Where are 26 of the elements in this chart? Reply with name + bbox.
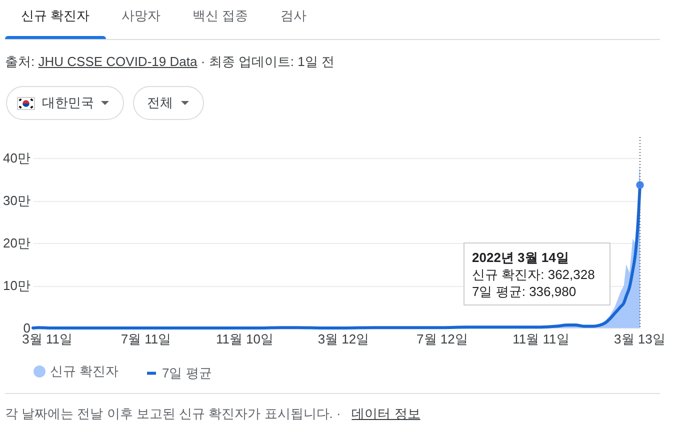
annotation: 7일 평균: 336,980 <box>472 284 576 299</box>
y-tick-label: 10만 <box>3 278 30 294</box>
text: 신규 확진자 <box>20 7 91 25</box>
annotation: 2022년 3월 14일 <box>472 250 569 265</box>
legend-label: 7일 평균 <box>162 365 212 380</box>
text: 사망자 <box>120 7 162 25</box>
annotation: 신규 확진자: 362,328 <box>472 267 595 282</box>
x-tick-label: 11월 10일 <box>216 332 274 346</box>
text: 검사 <box>279 7 308 25</box>
x-tick-label: 3월 12일 <box>318 332 370 346</box>
dropdown: 대한민국 <box>6 86 124 120</box>
y-tick-label: 20만 <box>3 236 30 251</box>
text: 각 날짜에는 전날 이후 보고된 신규 확진자가 표시됩니다. · <box>5 406 341 421</box>
source-note: 출처: <box>5 54 35 69</box>
y-tick-label: 30만 <box>3 193 30 208</box>
x-tick-label: 11월 11일 <box>512 332 570 346</box>
text: JHU CSSE COVID-19 Data <box>38 54 198 69</box>
text: 백신 접종 <box>192 7 250 25</box>
legend-label: 신규 확진자 <box>50 364 119 379</box>
text: · 최종 업데이트: 1일 전 <box>200 54 334 69</box>
text: 데이터 정보 <box>352 406 420 421</box>
x-tick-label: 7월 11일 <box>120 332 172 346</box>
x-tick-label: 7월 12일 <box>416 332 468 346</box>
x-tick-label: 3월 13일 <box>614 332 666 346</box>
dropdown: 전체 <box>133 86 204 120</box>
y-tick-label: 40만 <box>3 150 30 166</box>
